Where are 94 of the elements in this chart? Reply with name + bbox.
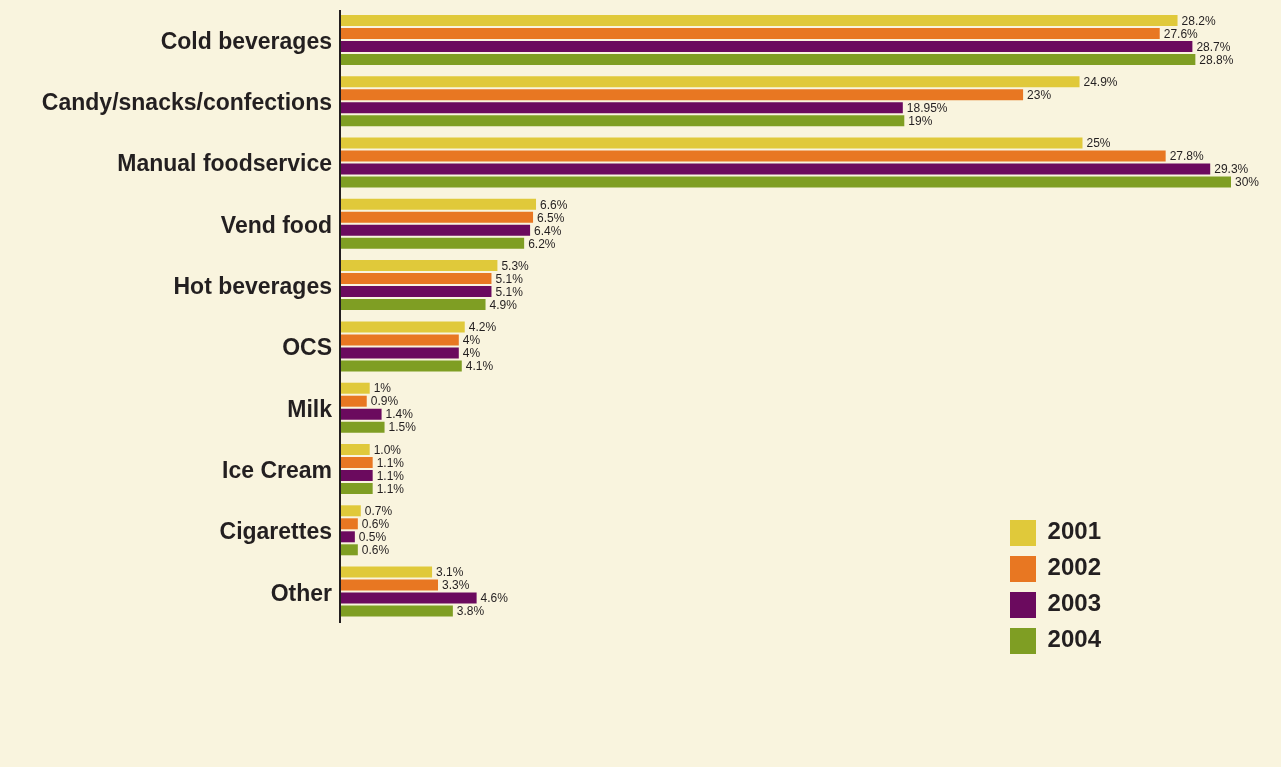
data-label: 5.1% bbox=[495, 271, 524, 286]
data-label: 0.5% bbox=[358, 530, 387, 545]
bar bbox=[340, 176, 1231, 188]
data-label: 28.7% bbox=[1196, 39, 1231, 54]
data-label: 0.6% bbox=[361, 517, 390, 532]
data-label: 0.7% bbox=[364, 504, 393, 519]
bar bbox=[340, 347, 459, 359]
data-label: 24.9% bbox=[1083, 74, 1118, 89]
data-label: 1.1% bbox=[376, 468, 405, 483]
bar bbox=[340, 483, 373, 494]
data-label: 6.2% bbox=[528, 236, 556, 251]
data-label: 0.9% bbox=[370, 394, 399, 409]
y-tick-label: Candy/snacks/confections bbox=[41, 89, 332, 116]
data-label: 27.6% bbox=[1163, 26, 1199, 41]
data-label: 0.6% bbox=[361, 543, 390, 558]
bar bbox=[340, 566, 433, 578]
bar bbox=[340, 115, 905, 127]
bar bbox=[340, 605, 453, 617]
bar bbox=[340, 299, 486, 311]
legend-label: 2002 bbox=[1047, 553, 1101, 580]
legend-label: 2004 bbox=[1047, 625, 1101, 652]
data-label: 1.1% bbox=[376, 455, 405, 470]
bar bbox=[340, 163, 1211, 175]
data-label: 4.1% bbox=[465, 359, 494, 374]
data-label: 4.9% bbox=[489, 297, 518, 312]
bar bbox=[340, 518, 358, 530]
y-tick-label: Other bbox=[270, 579, 333, 606]
data-label: 18.95% bbox=[906, 100, 948, 115]
bar bbox=[340, 53, 1196, 65]
data-label: 4% bbox=[462, 346, 481, 361]
y-tick-label: Manual foodservice bbox=[117, 150, 332, 177]
bar bbox=[340, 579, 439, 591]
data-label: 3.8% bbox=[456, 604, 485, 619]
data-label: 1% bbox=[373, 381, 392, 396]
bar bbox=[340, 544, 358, 556]
data-label: 1.0% bbox=[373, 442, 402, 457]
bar bbox=[340, 260, 498, 272]
y-tick-label: Vend food bbox=[220, 211, 332, 238]
bar bbox=[340, 531, 355, 543]
data-label: 3.1% bbox=[436, 565, 464, 580]
bar bbox=[340, 505, 361, 517]
bar bbox=[340, 592, 477, 604]
data-label: 4% bbox=[462, 333, 481, 348]
data-label: 6.6% bbox=[540, 197, 568, 212]
legend-label: 2003 bbox=[1047, 589, 1101, 616]
bar bbox=[340, 14, 1178, 26]
data-label: 5.3% bbox=[501, 258, 530, 273]
bar bbox=[340, 224, 531, 236]
bar bbox=[340, 40, 1193, 52]
data-label: 3.3% bbox=[442, 578, 470, 593]
bar bbox=[340, 360, 462, 372]
bar bbox=[340, 382, 370, 394]
bar bbox=[340, 444, 370, 455]
data-label: 29.3% bbox=[1214, 162, 1249, 177]
bar bbox=[340, 27, 1160, 39]
data-label: 4.2% bbox=[468, 320, 497, 335]
bar bbox=[340, 457, 373, 468]
bar bbox=[340, 150, 1166, 162]
bar bbox=[340, 273, 492, 285]
data-label: 1.4% bbox=[385, 407, 414, 422]
data-label: 30% bbox=[1235, 175, 1260, 190]
data-label: 1.5% bbox=[388, 420, 417, 435]
bar bbox=[340, 470, 373, 481]
data-label: 6.4% bbox=[534, 223, 562, 238]
data-label: 6.5% bbox=[537, 210, 565, 225]
y-tick-label: OCS bbox=[282, 334, 332, 361]
bar bbox=[340, 211, 534, 223]
data-label: 25% bbox=[1086, 136, 1111, 151]
data-label: 23% bbox=[1027, 87, 1052, 102]
bar bbox=[340, 89, 1024, 101]
bar bbox=[340, 334, 459, 346]
bar bbox=[340, 137, 1083, 149]
data-label: 1.1% bbox=[376, 481, 405, 496]
legend-label: 2001 bbox=[1047, 517, 1101, 544]
y-tick-label: Ice Cream bbox=[222, 456, 332, 483]
data-label: 28.2% bbox=[1181, 13, 1216, 28]
y-tick-label: Cold beverages bbox=[160, 27, 332, 54]
y-tick-label: Hot beverages bbox=[173, 273, 332, 300]
bar bbox=[340, 198, 537, 210]
bar bbox=[340, 421, 385, 433]
bar bbox=[340, 321, 465, 333]
bar bbox=[340, 76, 1080, 88]
data-label: 19% bbox=[908, 113, 933, 128]
bar bbox=[340, 237, 525, 249]
bar bbox=[340, 102, 903, 114]
bar bbox=[340, 408, 382, 420]
data-label: 4.6% bbox=[480, 591, 509, 606]
y-tick-label: Cigarettes bbox=[219, 518, 332, 545]
bar bbox=[340, 286, 492, 298]
y-tick-label: Milk bbox=[287, 395, 333, 422]
bar bbox=[340, 395, 367, 407]
data-label: 28.8% bbox=[1199, 52, 1234, 67]
data-label: 27.8% bbox=[1169, 149, 1205, 164]
data-label: 5.1% bbox=[495, 284, 524, 299]
